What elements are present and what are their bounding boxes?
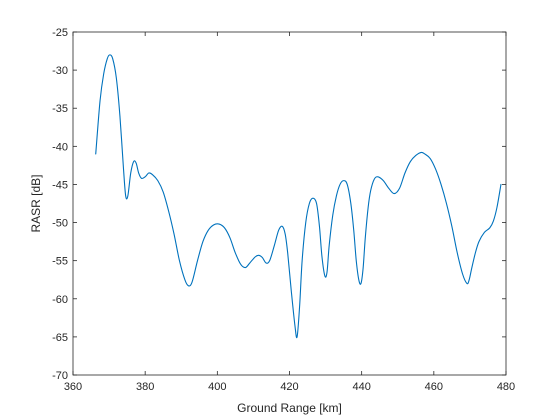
x-ticks: 360 380 400 420 440 460 480 bbox=[64, 32, 515, 393]
series-line-0 bbox=[95, 54, 502, 339]
series-layer bbox=[95, 54, 502, 339]
x-axis-label: Ground Range [km] bbox=[237, 401, 342, 415]
x-tick-label: 460 bbox=[425, 381, 443, 393]
plot-area bbox=[73, 32, 506, 375]
y-tick-label: -55 bbox=[52, 256, 68, 268]
x-tick-label: 420 bbox=[280, 381, 298, 393]
y-axis-label: RASR [dB] bbox=[29, 174, 43, 232]
y-ticks: -70 -65 -60 -55 -50 -45 -40 -35 -30 -25 bbox=[52, 27, 506, 382]
y-tick-label: -25 bbox=[52, 27, 68, 39]
y-tick-label: -30 bbox=[52, 65, 68, 77]
x-tick-label: 360 bbox=[64, 381, 82, 393]
y-tick-label: -60 bbox=[52, 294, 68, 306]
x-tick-label: 400 bbox=[208, 381, 226, 393]
x-tick-label: 480 bbox=[497, 381, 515, 393]
y-tick-label: -45 bbox=[52, 179, 68, 191]
y-tick-label: -65 bbox=[52, 332, 68, 344]
y-tick-label: -50 bbox=[52, 218, 68, 230]
y-tick-label: -70 bbox=[52, 370, 68, 382]
x-tick-label: 380 bbox=[136, 381, 154, 393]
y-tick-label: -35 bbox=[52, 103, 68, 115]
x-tick-label: 440 bbox=[352, 381, 370, 393]
y-tick-label: -40 bbox=[52, 141, 68, 153]
